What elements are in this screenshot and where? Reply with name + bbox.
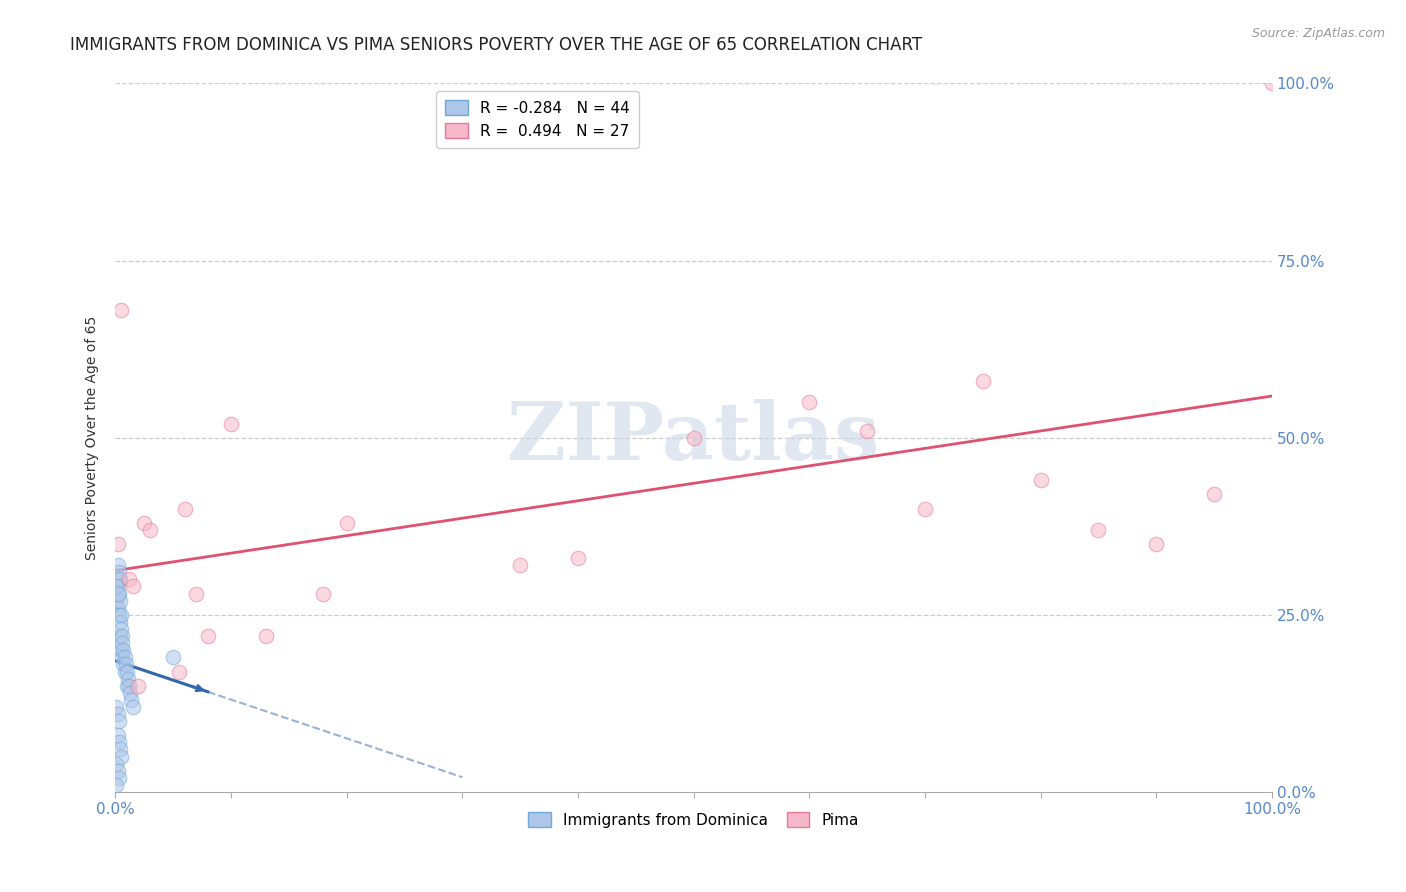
Point	[111, 629, 134, 643]
Point	[107, 573, 129, 587]
Point	[107, 586, 129, 600]
Point	[115, 665, 138, 679]
Point	[682, 431, 704, 445]
Point	[107, 558, 129, 573]
Point	[567, 551, 589, 566]
Y-axis label: Seniors Poverty Over the Age of 65: Seniors Poverty Over the Age of 65	[86, 316, 100, 560]
Point	[312, 586, 335, 600]
Point	[108, 573, 131, 587]
Point	[115, 679, 138, 693]
Point	[118, 679, 141, 693]
Point	[112, 657, 135, 672]
Point	[1202, 487, 1225, 501]
Point	[114, 657, 136, 672]
Point	[972, 374, 994, 388]
Point	[110, 607, 132, 622]
Point	[108, 742, 131, 756]
Point	[197, 629, 219, 643]
Point	[173, 501, 195, 516]
Point	[111, 636, 134, 650]
Point	[107, 735, 129, 749]
Text: IMMIGRANTS FROM DOMINICA VS PIMA SENIORS POVERTY OVER THE AGE OF 65 CORRELATION : IMMIGRANTS FROM DOMINICA VS PIMA SENIORS…	[70, 36, 922, 54]
Point	[118, 573, 141, 587]
Point	[108, 593, 131, 607]
Point	[105, 778, 128, 792]
Point	[107, 714, 129, 728]
Point	[1087, 523, 1109, 537]
Point	[107, 579, 129, 593]
Point	[105, 579, 128, 593]
Point	[107, 607, 129, 622]
Point	[107, 586, 129, 600]
Point	[117, 672, 139, 686]
Point	[219, 417, 242, 431]
Point	[110, 643, 132, 657]
Point	[107, 566, 129, 580]
Point	[107, 771, 129, 785]
Text: ZIPatlas: ZIPatlas	[508, 399, 880, 476]
Point	[107, 600, 129, 615]
Point	[105, 593, 128, 607]
Point	[105, 756, 128, 771]
Point	[186, 586, 208, 600]
Point	[121, 700, 143, 714]
Point	[111, 650, 134, 665]
Point	[856, 424, 879, 438]
Point	[108, 615, 131, 629]
Point	[162, 650, 184, 665]
Point	[139, 523, 162, 537]
Point	[108, 629, 131, 643]
Point	[110, 749, 132, 764]
Point	[121, 579, 143, 593]
Point	[121, 693, 143, 707]
Point	[120, 686, 142, 700]
Point	[134, 516, 156, 530]
Point	[167, 665, 190, 679]
Point	[107, 728, 129, 742]
Point	[914, 501, 936, 516]
Legend: Immigrants from Dominica, Pima: Immigrants from Dominica, Pima	[522, 806, 865, 834]
Point	[114, 650, 136, 665]
Point	[254, 629, 277, 643]
Point	[107, 764, 129, 778]
Point	[509, 558, 531, 573]
Point	[112, 643, 135, 657]
Point	[799, 395, 821, 409]
Point	[110, 622, 132, 636]
Point	[107, 537, 129, 551]
Point	[105, 700, 128, 714]
Point	[1144, 537, 1167, 551]
Point	[1029, 473, 1052, 487]
Point	[110, 303, 132, 318]
Point	[1261, 77, 1284, 91]
Point	[107, 706, 129, 721]
Point	[127, 679, 149, 693]
Point	[114, 665, 136, 679]
Point	[336, 516, 359, 530]
Text: Source: ZipAtlas.com: Source: ZipAtlas.com	[1251, 27, 1385, 40]
